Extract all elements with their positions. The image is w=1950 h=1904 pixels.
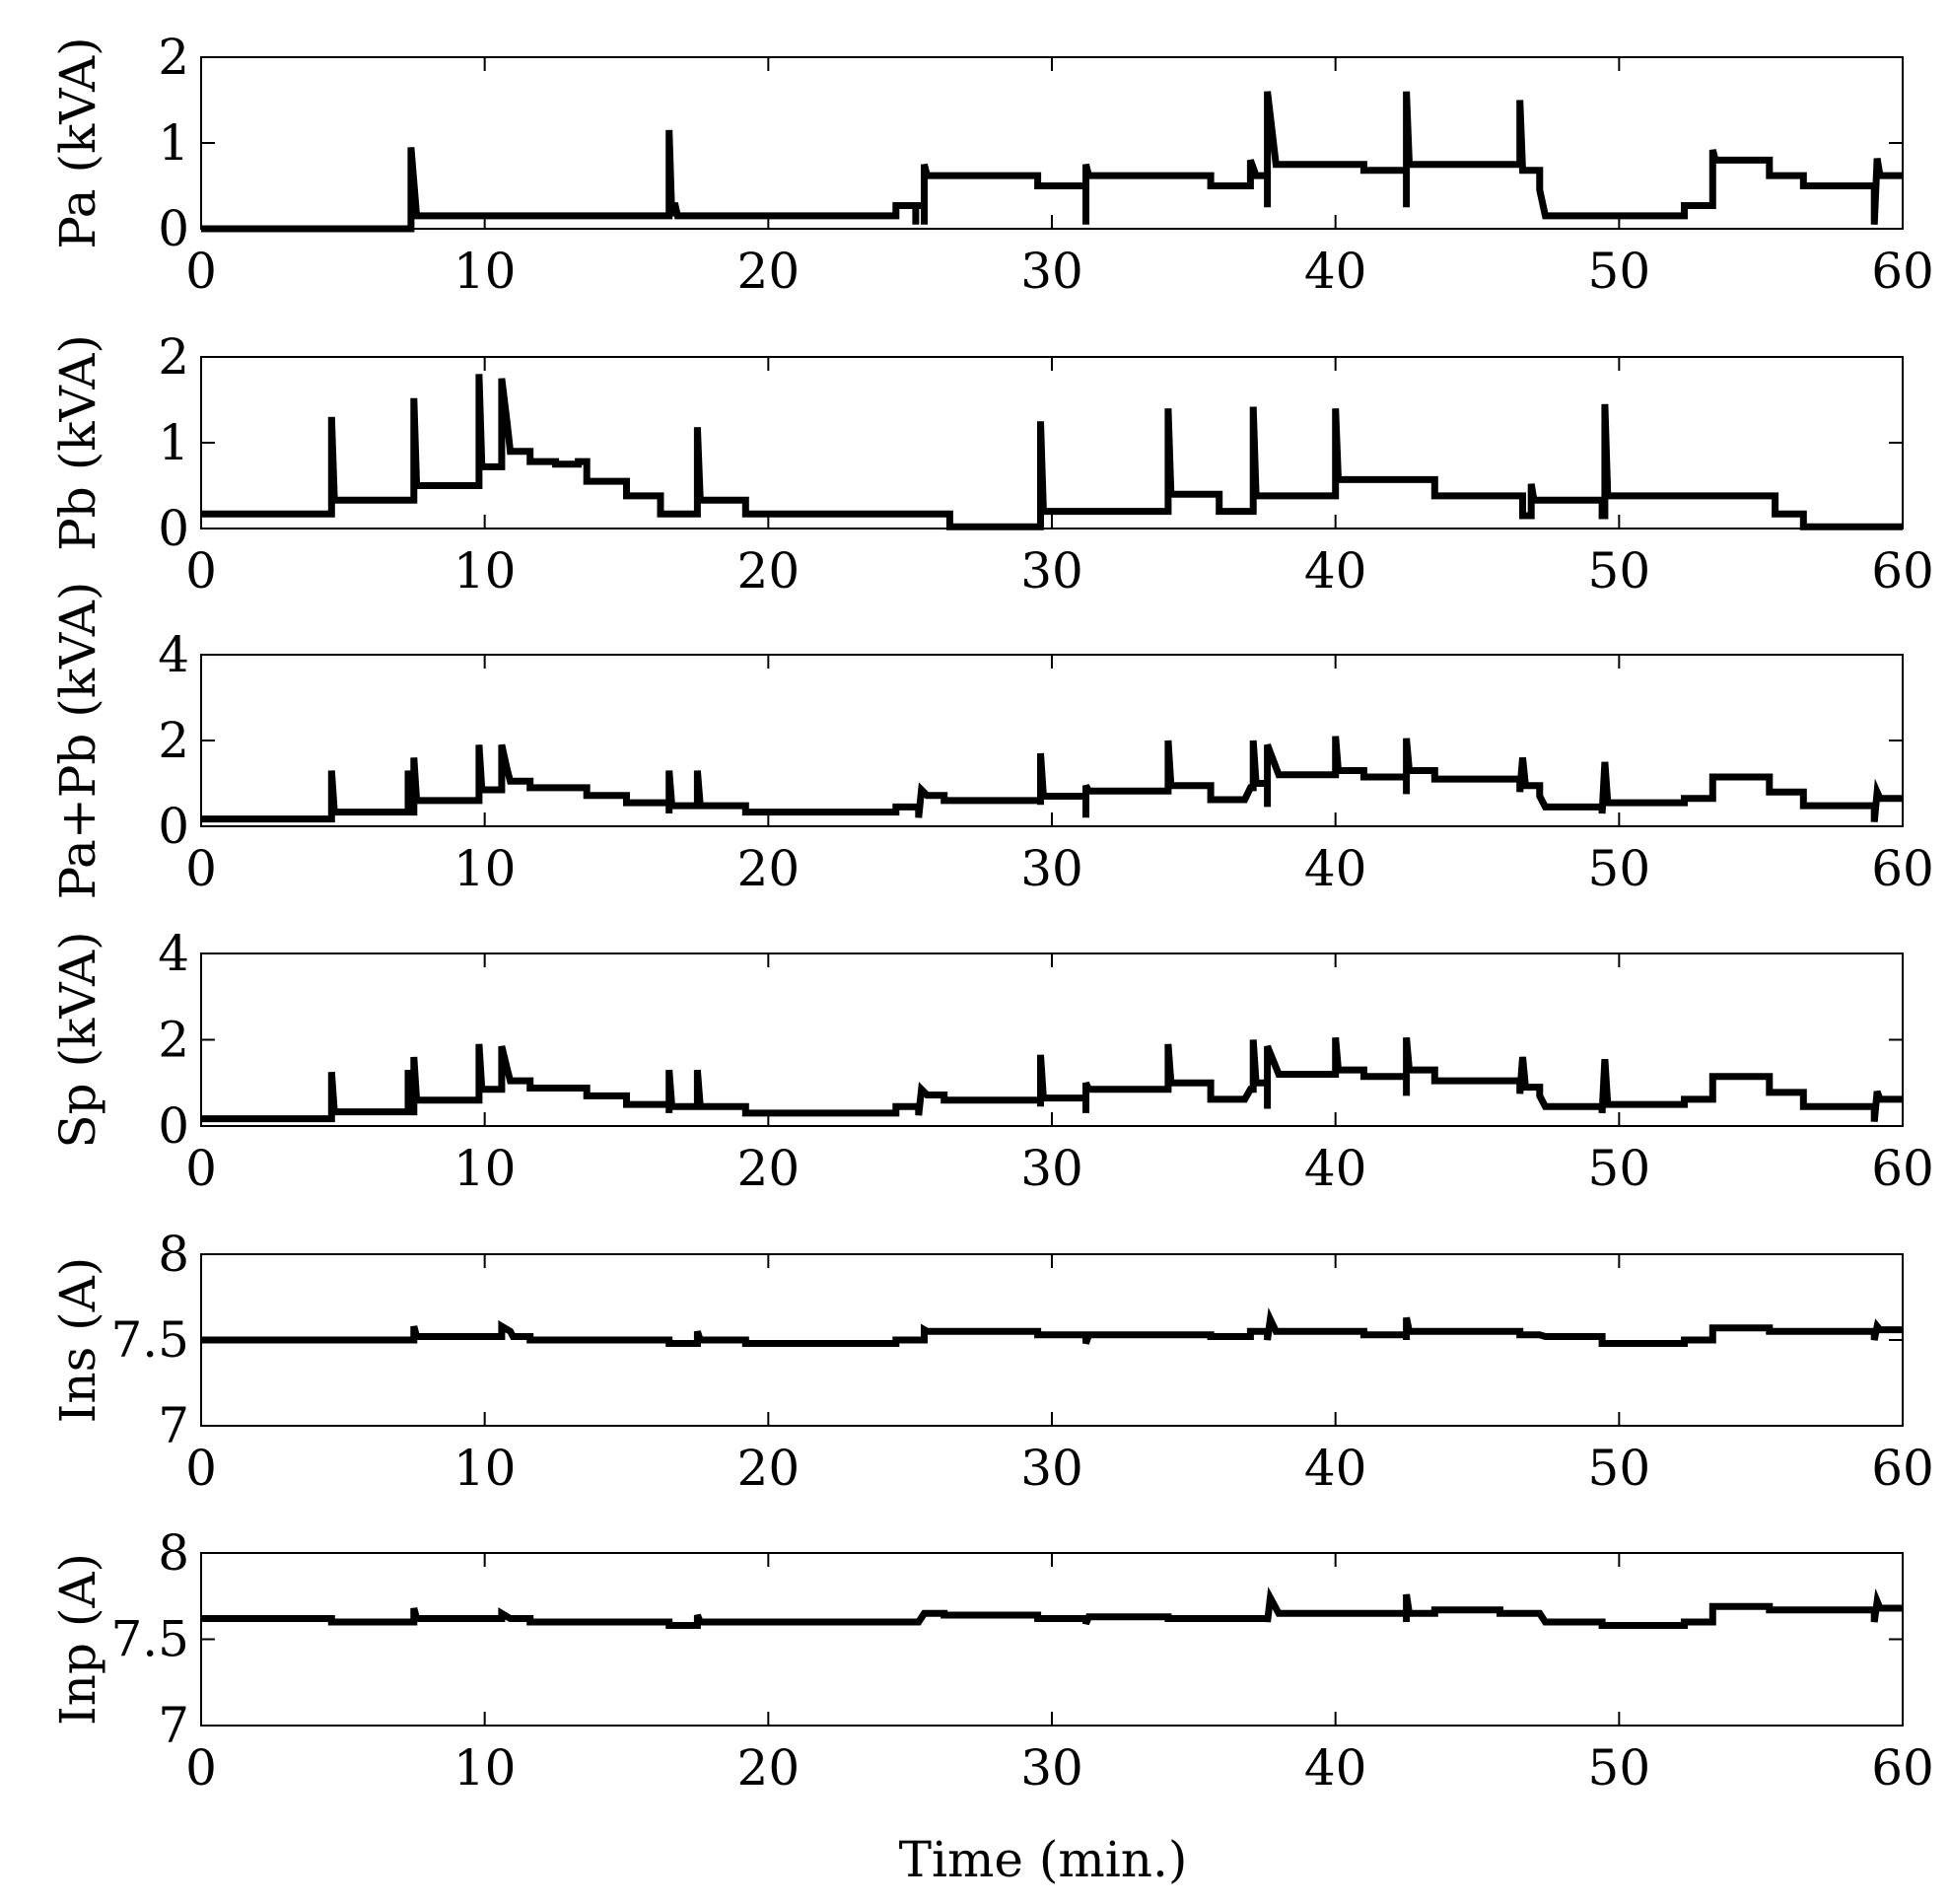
x-tick-label: 60: [1871, 243, 1934, 300]
x-tick-label: 0: [185, 542, 217, 599]
x-tick-label: 0: [185, 1440, 217, 1497]
y-tick-label: 0: [158, 798, 189, 855]
x-tick-label: 60: [1871, 840, 1934, 897]
x-tick-label: 20: [737, 1739, 801, 1797]
x-tick-label: 40: [1304, 840, 1367, 897]
y-tick-label: 4: [158, 925, 189, 982]
panel-4: 0 10 20 30 40 50 60 7 7.5 8 Ins (A): [49, 1226, 1934, 1497]
x-tick-label: 40: [1304, 1140, 1367, 1197]
x-tick-label: 10: [453, 1739, 517, 1797]
x-tick-label: 30: [1020, 1440, 1083, 1497]
x-tick-label: 60: [1871, 542, 1934, 599]
plot-frame: [200, 356, 1904, 529]
series-Ins: [201, 1307, 1903, 1347]
y-axis-label: Pb (kVA): [49, 334, 106, 551]
x-tick-label: 30: [1020, 840, 1083, 897]
y-tick-label: 8: [158, 1524, 189, 1582]
y-axis-label: Inp (A): [49, 1553, 106, 1726]
x-tick-label: 10: [453, 542, 517, 599]
series-Inp: [201, 1587, 1903, 1629]
series-Sp: [201, 1036, 1903, 1123]
y-tick-label: 7: [158, 1397, 189, 1454]
x-tick-label: 50: [1588, 243, 1651, 300]
x-tick-label: 0: [185, 840, 217, 897]
y-tick-label: 2: [158, 712, 189, 769]
y-tick-label: 1: [158, 414, 189, 471]
x-tick-label: 60: [1871, 1739, 1934, 1797]
panel-0: 0 10 20 30 40 50 60 0 1 2 Pa (kVA): [49, 29, 1934, 300]
x-tick-label: 30: [1020, 542, 1083, 599]
y-tick-label: 0: [158, 200, 189, 257]
x-tick-label: 20: [737, 840, 801, 897]
y-tick-label: 2: [158, 328, 189, 386]
x-tick-label: 50: [1588, 542, 1651, 599]
x-tick-label: 40: [1304, 1739, 1367, 1797]
x-tick-label: 30: [1020, 1739, 1083, 1797]
x-tick-label: 40: [1304, 243, 1367, 300]
x-axis-label: Time (min.): [899, 1831, 1188, 1888]
panel-3: 0 10 20 30 40 50 60 0 2 4 Sp (kVA): [49, 925, 1934, 1197]
y-tick-label: 8: [158, 1226, 189, 1283]
x-tick-label: 0: [185, 1140, 217, 1197]
y-axis-label: Pa (kVA): [49, 36, 106, 248]
x-tick-label: 30: [1020, 1140, 1083, 1197]
y-axis-label: Pa+Pb (kVA): [49, 582, 106, 900]
y-tick-label: 2: [158, 29, 189, 86]
x-tick-label: 20: [737, 243, 801, 300]
y-tick-label: 2: [158, 1012, 189, 1069]
x-tick-label: 60: [1871, 1140, 1934, 1197]
panel-2: 0 10 20 30 40 50 60 0 2 4 Pa+Pb (kVA): [49, 582, 1934, 900]
series-Pa: [201, 91, 1903, 233]
series-Pb: [201, 374, 1903, 530]
x-tick-label: 10: [453, 1440, 517, 1497]
panel-5: 0 10 20 30 40 50 60 7 7.5 8 Inp (A): [49, 1524, 1934, 1797]
x-tick-label: 60: [1871, 1440, 1934, 1497]
x-tick-label: 40: [1304, 542, 1367, 599]
x-tick-label: 50: [1588, 1440, 1651, 1497]
x-tick-label: 30: [1020, 243, 1083, 300]
x-tick-label: 50: [1588, 840, 1651, 897]
series-Pa+Pb: [201, 736, 1903, 823]
x-tick-label: 50: [1588, 1739, 1651, 1797]
plot-frame: [200, 56, 1904, 230]
y-tick-label: 1: [158, 114, 189, 172]
y-tick-label: 7.5: [110, 1311, 189, 1369]
y-tick-label: 7: [158, 1697, 189, 1754]
x-tick-label: 0: [185, 1739, 217, 1797]
y-axis-label: Ins (A): [49, 1257, 106, 1424]
x-tick-label: 20: [737, 1140, 801, 1197]
y-tick-label: 0: [158, 1097, 189, 1155]
x-tick-label: 20: [737, 542, 801, 599]
x-tick-label: 10: [453, 840, 517, 897]
panel-1: 0 10 20 30 40 50 60 0 1 2 Pb (kVA): [49, 328, 1934, 599]
y-tick-label: 4: [158, 626, 189, 683]
x-tick-label: 20: [737, 1440, 801, 1497]
x-tick-label: 10: [453, 1140, 517, 1197]
y-tick-label: 0: [158, 500, 189, 557]
x-tick-label: 0: [185, 243, 217, 300]
x-tick-label: 40: [1304, 1440, 1367, 1497]
x-tick-label: 10: [453, 243, 517, 300]
plot-frame: [200, 1552, 1904, 1727]
y-tick-label: 7.5: [110, 1611, 189, 1668]
x-tick-label: 50: [1588, 1140, 1651, 1197]
y-axis-label: Sp (kVA): [49, 931, 106, 1148]
